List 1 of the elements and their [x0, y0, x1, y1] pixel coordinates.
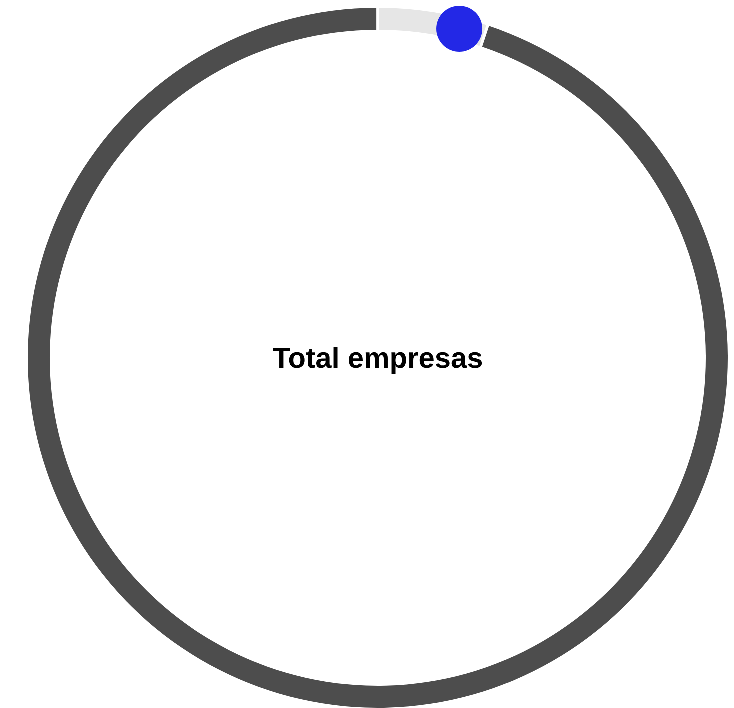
text: Total empresas [272, 343, 484, 376]
